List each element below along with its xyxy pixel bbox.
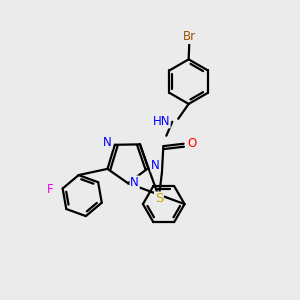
Text: F: F (47, 183, 54, 196)
Text: N: N (130, 176, 139, 189)
Text: Br: Br (183, 30, 196, 43)
Text: O: O (187, 137, 196, 150)
Text: N: N (103, 136, 112, 149)
Text: S: S (155, 192, 163, 205)
Text: N: N (151, 159, 160, 172)
Text: HN: HN (152, 115, 170, 128)
